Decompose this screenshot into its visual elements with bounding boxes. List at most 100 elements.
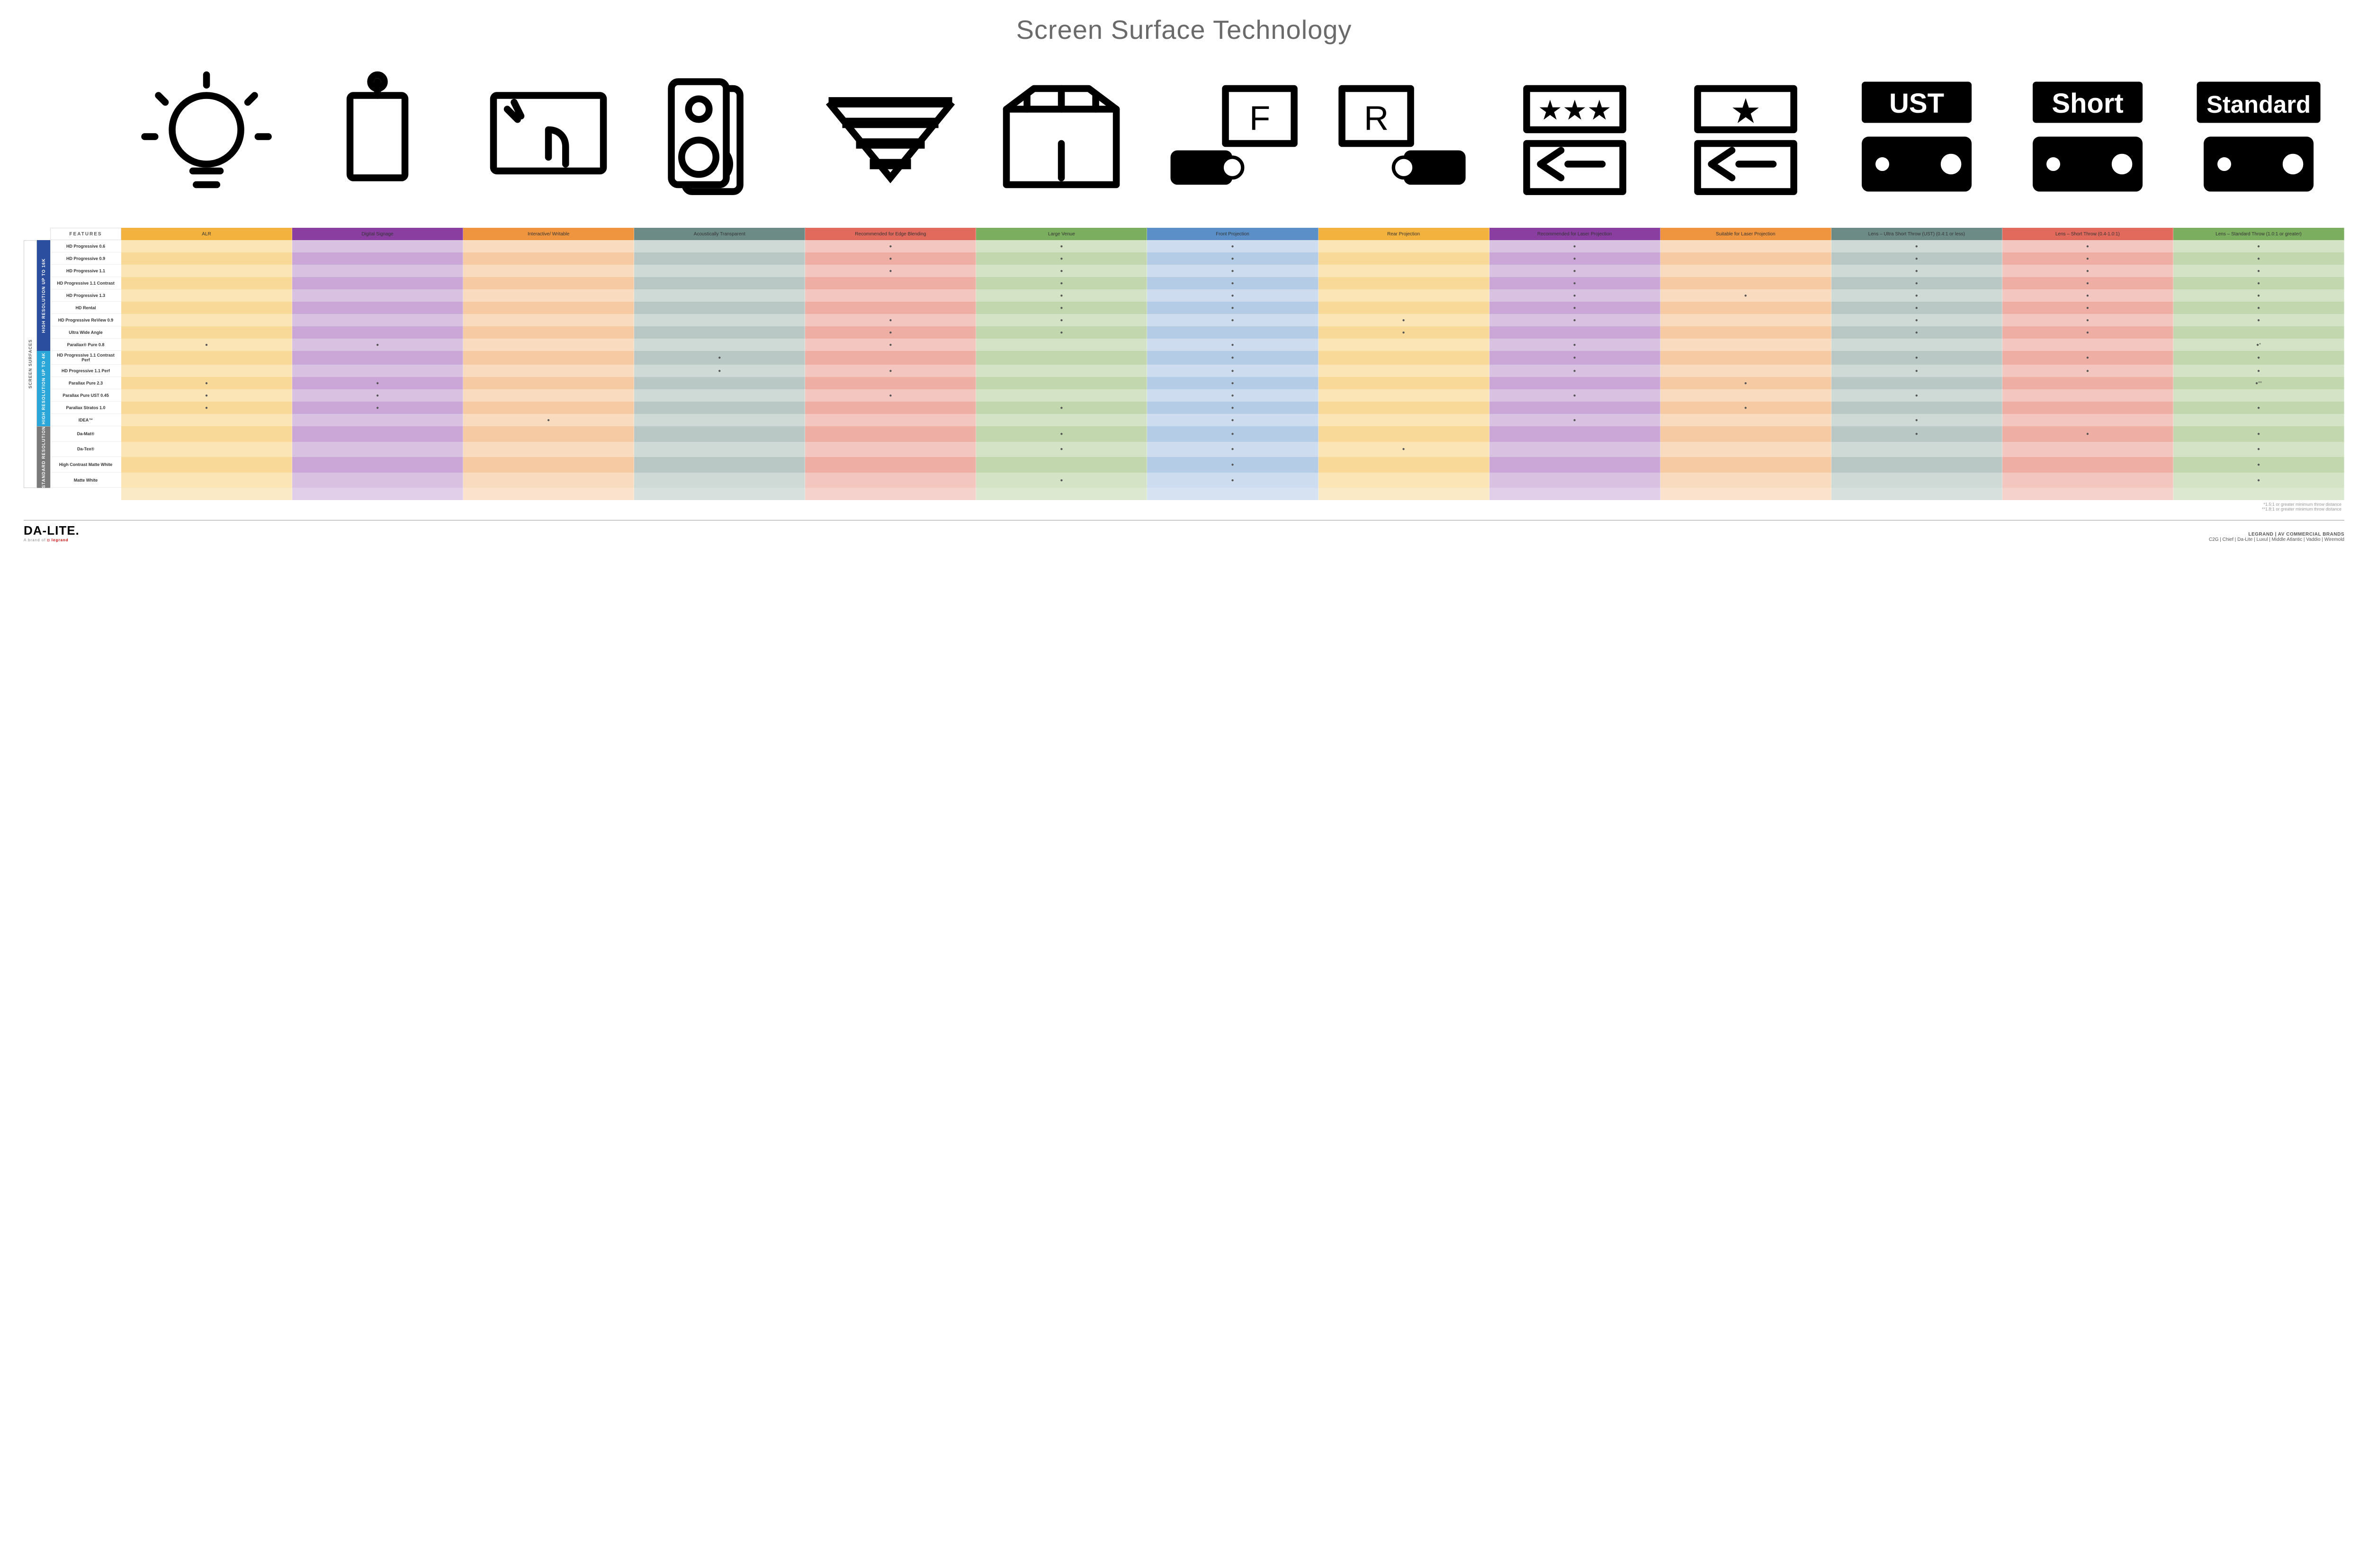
cell-edge [805,326,976,339]
cell-large [976,473,1147,488]
svg-text:Short: Short [2052,88,2123,119]
cell-ust [1831,277,2002,289]
cell-alr [121,402,292,414]
cell-ust [1831,240,2002,252]
cell-large [976,302,1147,314]
cell-inter [463,314,634,326]
cell-large [976,442,1147,457]
col-icon-alr [121,59,292,228]
cell-alr [121,252,292,265]
cell-slaser [1660,442,1831,457]
cell-edge [805,277,976,289]
cell-ust [1831,326,2002,339]
cell-rlaser [1489,339,1660,351]
cell-rear [1319,252,1489,265]
cell-edge [805,252,976,265]
cell-short [2002,402,2173,414]
cell-dsign [292,289,463,302]
cell-acous [634,314,805,326]
cell-large [976,252,1147,265]
cell-front [1147,277,1318,289]
cell-rlaser [1489,314,1660,326]
cell-std [2173,252,2344,265]
cell-rear [1319,302,1489,314]
row-label: HD Progressive 1.3 [50,289,121,302]
cell-dsign [292,457,463,473]
cell-large [976,289,1147,302]
cell-rlaser [1489,289,1660,302]
cell-rear [1319,326,1489,339]
cell-rlaser [1489,302,1660,314]
cell-edge [805,426,976,442]
cell-edge [805,402,976,414]
cell-large [976,414,1147,426]
cell-rlaser [1489,442,1660,457]
cell-front [1147,414,1318,426]
cell-front [1147,314,1318,326]
cell-std [2173,442,2344,457]
cell-short [2002,240,2173,252]
cell-std [2173,326,2344,339]
cell-acous [634,339,805,351]
cell-short [2002,389,2173,402]
cell-ust [1831,426,2002,442]
cell-rlaser [1489,414,1660,426]
row-label: High Contrast Matte White [50,457,121,473]
svg-text:Standard: Standard [2207,91,2311,118]
cell-front [1147,252,1318,265]
side-label-outer: SCREEN SURFACES [24,240,37,488]
row-label: HD Progressive 1.1 Contrast [50,277,121,289]
cell-std [2173,314,2344,326]
cell-rlaser [1489,252,1660,265]
cell-ust [1831,402,2002,414]
cell-rear [1319,277,1489,289]
cell-rlaser [1489,377,1660,389]
features-header: FEATURES [50,228,121,240]
cell-large [976,426,1147,442]
cell-std [2173,426,2344,442]
cell-large [976,277,1147,289]
cell-acous [634,442,805,457]
row-label: HD Rental [50,302,121,314]
cell-short [2002,289,2173,302]
row-label: Parallax Pure UST 0.45 [50,389,121,402]
cell-rear [1319,240,1489,252]
cell-large [976,389,1147,402]
cell-inter [463,240,634,252]
cell-front [1147,473,1318,488]
cell-ust [1831,377,2002,389]
cell-acous [634,377,805,389]
cell-rear [1319,426,1489,442]
col-header-alr: ALR [121,228,292,240]
col-header-rlaser: Recommended for Laser Projection [1489,228,1660,240]
cell-inter [463,339,634,351]
cell-ust [1831,314,2002,326]
cell-inter [463,326,634,339]
cell-dsign [292,389,463,402]
cell-rlaser [1489,265,1660,277]
cell-edge [805,351,976,365]
cell-edge [805,442,976,457]
cell-alr [121,339,292,351]
cell-front [1147,389,1318,402]
cell-rear [1319,414,1489,426]
row-label: Matte White [50,473,121,488]
cell-front [1147,402,1318,414]
cell-alr [121,277,292,289]
cell-short [2002,339,2173,351]
cell-slaser [1660,365,1831,377]
cell-std [2173,265,2344,277]
cell-dsign [292,351,463,365]
cell-dsign [292,377,463,389]
cell-acous [634,302,805,314]
cell-ust [1831,351,2002,365]
cell-slaser [1660,473,1831,488]
cell-alr [121,240,292,252]
cell-slaser [1660,351,1831,365]
cell-edge [805,289,976,302]
cell-alr [121,302,292,314]
cell-rlaser [1489,389,1660,402]
cell-alr [121,314,292,326]
cell-std [2173,473,2344,488]
row-label: HD Progressive 1.1 Contrast Perf [50,351,121,365]
